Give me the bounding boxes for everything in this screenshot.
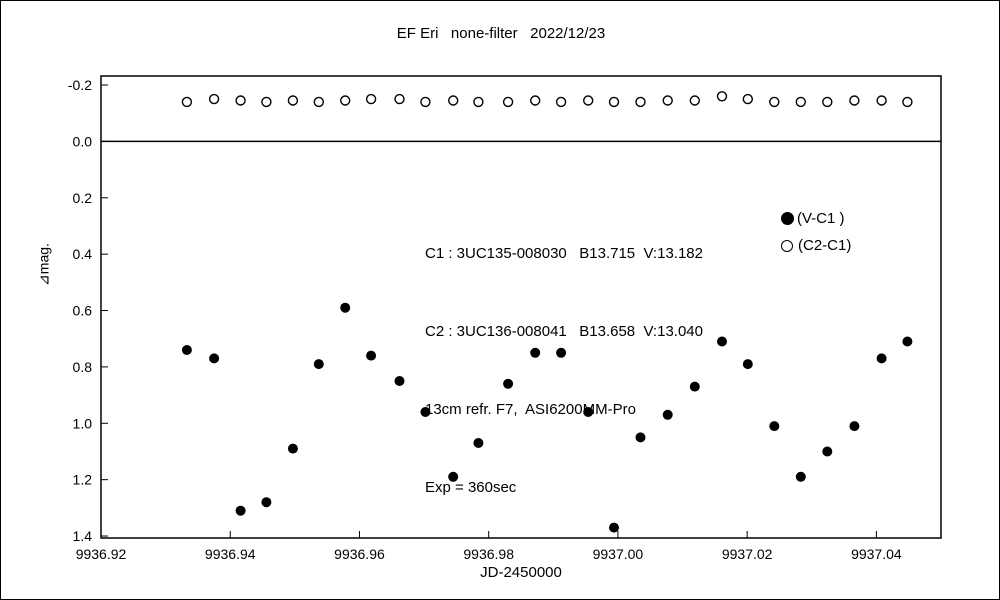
x-tick-label: 9936.96	[334, 546, 385, 562]
data-point-c2-c1	[902, 96, 913, 108]
data-point-c2-c1	[662, 95, 673, 106]
data-point-v-c1	[235, 505, 246, 516]
data-point-v-c1	[822, 446, 833, 457]
data-point-c2-c1	[235, 95, 246, 106]
data-point-c2-c1	[502, 96, 514, 108]
equipment-note: 13cm refr. F7, ASI6200MM-Pro	[425, 401, 636, 418]
y-tick-label: 1.2	[73, 472, 93, 488]
data-point-v-c1	[181, 345, 192, 355]
data-point-v-c1	[503, 378, 514, 389]
plot-frame	[100, 75, 942, 539]
data-point-c2-c1	[689, 95, 700, 106]
data-point-c2-c1	[181, 96, 193, 108]
x-axis-label: JD-2450000	[480, 564, 562, 581]
x-tick-label: 9937.02	[722, 546, 773, 562]
data-point-c2-c1	[394, 93, 405, 105]
data-point-v-c1	[209, 353, 220, 364]
exposure-note: Exp = 360sec	[425, 479, 517, 496]
data-point-v-c1	[448, 471, 459, 482]
data-point-v-c1	[366, 350, 377, 361]
data-point-c2-c1	[849, 95, 860, 106]
data-point-v-c1	[795, 471, 806, 482]
data-point-v-c1	[635, 432, 646, 443]
comparison-star-c2: C2 : 3UC136-008041 B13.658 V:13.040	[425, 323, 703, 340]
y-tick-label: 0.2	[73, 190, 93, 206]
observation-notes: C1 : 3UC135-008030 B13.715 V:13.182 C2 :…	[425, 189, 703, 553]
y-tick-label: 0.0	[73, 133, 93, 149]
data-point-v-c1	[876, 353, 887, 364]
legend: (V-C1 ) (C2-C1)	[781, 205, 851, 259]
data-point-c2-c1	[583, 95, 594, 106]
data-point-c2-c1	[530, 95, 541, 106]
data-point-v-c1	[261, 497, 272, 508]
data-point-v-c1	[556, 347, 567, 358]
data-point-c2-c1	[287, 95, 299, 106]
data-point-c2-c1	[635, 96, 646, 108]
data-point-v-c1	[394, 376, 405, 386]
y-tick-label: 1.4	[73, 528, 93, 544]
filled-circle-icon	[781, 212, 794, 225]
legend-label-v-c1: (V-C1 )	[797, 210, 845, 227]
y-tick-label: 0.8	[73, 359, 93, 375]
x-tick-label: 9937.00	[593, 546, 644, 562]
legend-label-c2-c1: (C2-C1)	[798, 237, 852, 254]
data-point-c2-c1	[608, 96, 620, 108]
data-point-v-c1	[420, 407, 431, 417]
chart-title: EF Eri none-filter 2022/12/23	[396, 25, 606, 42]
legend-entry-c2-c1: (C2-C1)	[781, 232, 851, 259]
data-point-v-c1	[287, 443, 298, 454]
y-tick-label: -0.2	[68, 77, 92, 93]
data-point-c2-c1	[555, 96, 567, 108]
comparison-star-c1: C1 : 3UC135-008030 B13.715 V:13.182	[425, 245, 703, 262]
x-tick-label: 9937.04	[851, 546, 902, 562]
data-point-c2-c1	[261, 96, 272, 108]
data-point-v-c1	[742, 359, 753, 370]
data-point-v-c1	[473, 438, 484, 448]
data-point-c2-c1	[876, 95, 887, 106]
data-point-v-c1	[902, 336, 913, 347]
data-point-c2-c1	[473, 96, 484, 108]
data-point-c2-c1	[769, 96, 780, 108]
data-point-v-c1	[530, 347, 541, 358]
data-point-v-c1	[340, 302, 351, 313]
x-tick-label: 9936.98	[463, 546, 514, 562]
x-tick-label: 9936.94	[205, 546, 256, 562]
data-point-v-c1	[689, 381, 700, 392]
data-point-v-c1	[583, 407, 594, 417]
data-point-c2-c1	[822, 96, 833, 108]
y-tick-label: 0.6	[73, 303, 93, 319]
data-point-v-c1	[313, 359, 324, 370]
data-point-v-c1	[609, 522, 619, 533]
data-point-c2-c1	[313, 96, 324, 108]
data-point-v-c1	[717, 336, 727, 347]
legend-entry-v-c1: (V-C1 )	[781, 205, 851, 232]
data-point-c2-c1	[448, 95, 459, 106]
data-point-c2-c1	[340, 95, 351, 106]
y-tick-label: 1.0	[73, 415, 93, 431]
data-point-c2-c1	[742, 93, 753, 105]
data-point-v-c1	[662, 409, 673, 420]
data-point-c2-c1	[795, 96, 806, 108]
y-axis-label: ⊿mag.	[35, 243, 52, 286]
data-point-c2-c1	[208, 93, 220, 105]
open-circle-icon	[781, 239, 793, 252]
data-point-v-c1	[769, 421, 780, 432]
y-tick-label: 0.4	[73, 246, 93, 262]
x-tick-label: 9936.92	[76, 546, 127, 562]
data-point-c2-c1	[365, 93, 377, 105]
data-point-c2-c1	[716, 91, 728, 102]
data-point-v-c1	[849, 421, 860, 432]
data-point-c2-c1	[420, 96, 431, 108]
